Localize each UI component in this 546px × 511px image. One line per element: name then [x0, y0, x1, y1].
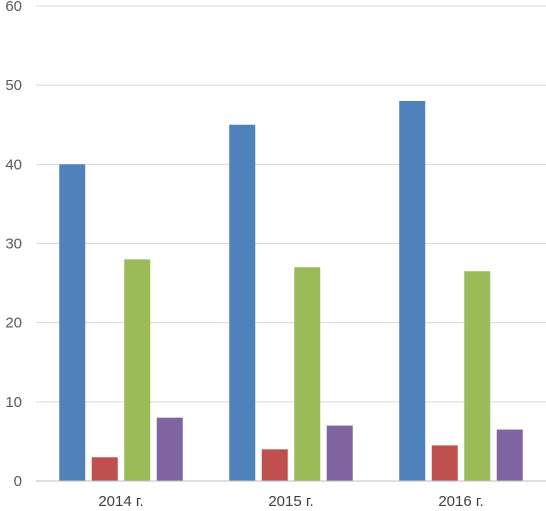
- bar: [59, 164, 86, 482]
- y-tick-label: 40: [5, 156, 22, 173]
- bar: [326, 425, 353, 481]
- bar: [496, 429, 523, 481]
- x-category-label: 2015 г.: [268, 493, 313, 510]
- bar: [431, 445, 458, 481]
- bar: [399, 101, 426, 481]
- bar: [464, 271, 491, 481]
- y-tick-label: 60: [5, 0, 22, 15]
- bar: [124, 259, 151, 481]
- y-tick-label: 0: [14, 473, 22, 490]
- bar: [156, 417, 183, 481]
- bar: [229, 124, 256, 481]
- bar: [91, 457, 118, 481]
- bar: [261, 449, 288, 481]
- y-tick-label: 50: [5, 77, 22, 94]
- bar: [294, 267, 321, 481]
- y-axis-ticks: 0 10 20 30 40 50 60: [5, 0, 22, 490]
- x-axis-categories: 2014 г. 2015 г. 2016 г.: [98, 493, 483, 510]
- gridlines: [36, 5, 546, 403]
- y-tick-label: 20: [5, 315, 22, 332]
- bars: [59, 101, 523, 482]
- x-category-label: 2014 г.: [98, 493, 143, 510]
- y-tick-label: 10: [5, 394, 22, 411]
- y-tick-label: 30: [5, 236, 22, 253]
- x-category-label: 2016 г.: [438, 493, 483, 510]
